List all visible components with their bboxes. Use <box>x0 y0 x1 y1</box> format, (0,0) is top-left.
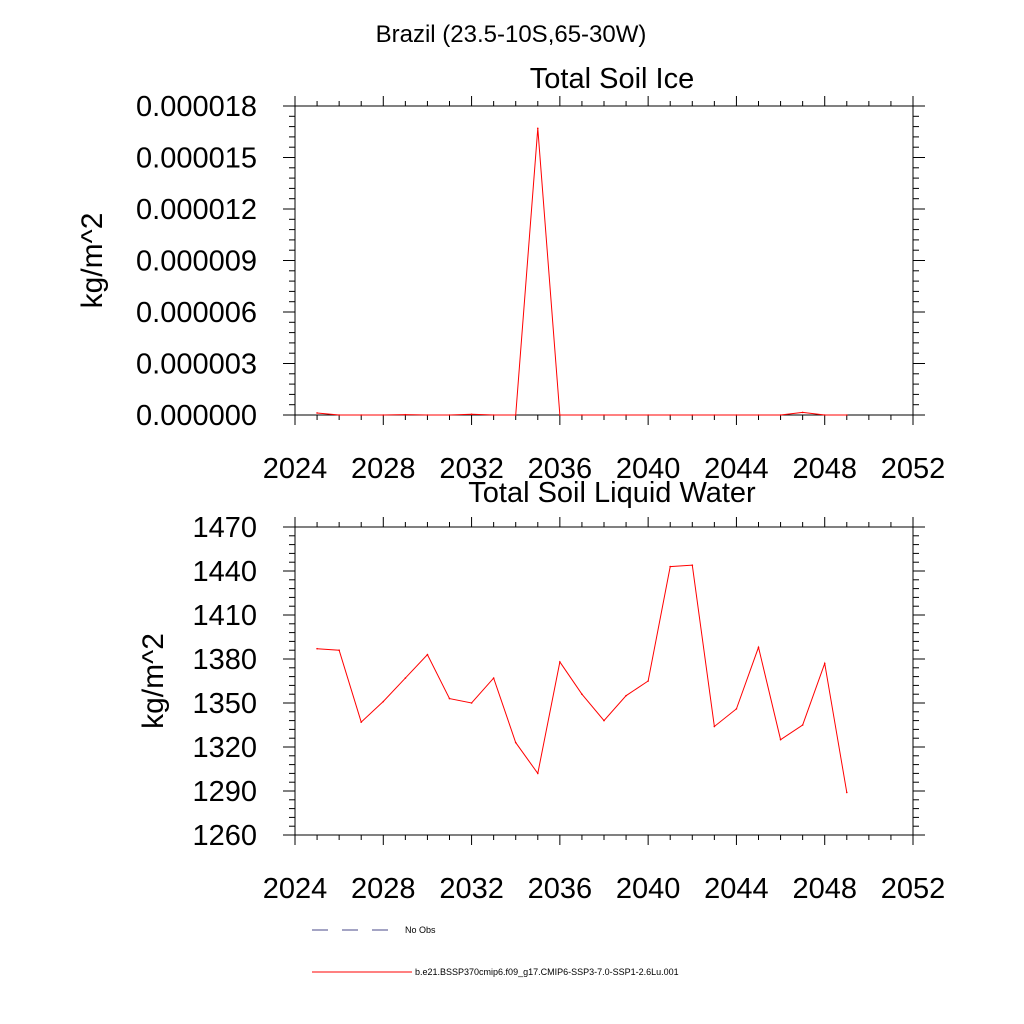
panel-total-soil-ice: Total Soil Ice kg/m^2 2024 2028 2032 2036 2040… <box>76 63 945 485</box>
chart-1-data-point <box>470 702 473 704</box>
chart-1-xtick-label: 2052 <box>881 873 946 905</box>
chart-1-ylabel: kg/m^2 <box>137 633 170 729</box>
chart-1-data-point <box>823 662 826 665</box>
chart-0-xtick-label: 2032 <box>439 453 504 485</box>
chart-0-data-point <box>492 414 495 416</box>
chart-1-data-point <box>581 693 583 695</box>
chart-1-data-point <box>757 646 760 649</box>
chart-0-data-point <box>581 414 583 416</box>
chart-0-xtick-label: 2028 <box>351 453 416 485</box>
chart-0-ytick-label: 0.000012 <box>136 194 257 226</box>
chart-1-xtick-label: 2036 <box>528 873 593 905</box>
chart-0-ytick-label: 0.000018 <box>136 91 257 123</box>
chart-0-data-point <box>448 414 451 416</box>
chart-0-ytick-label: 0.000003 <box>136 349 257 381</box>
chart-1-xtick-label: 2048 <box>792 873 857 905</box>
chart-1-data-point <box>514 741 517 744</box>
chart-1-data-point <box>845 791 848 794</box>
chart-0-data-point <box>625 414 627 416</box>
chart-1-xtick-label: 2024 <box>263 873 328 905</box>
chart-0-data-point <box>404 413 407 416</box>
chart-1-data-point <box>559 661 561 663</box>
chart-1-ytick-label: 1350 <box>192 688 257 720</box>
chart-0-data-point <box>316 412 318 414</box>
chart-1-data-point <box>801 724 804 726</box>
chart-0-xtick-label: 2024 <box>263 453 328 485</box>
chart-0-data-point <box>713 414 716 416</box>
chart-1-data-point <box>536 772 539 775</box>
chart-1-data-point <box>360 721 363 723</box>
chart-0-xtick-label: 2048 <box>792 453 857 485</box>
chart-1-data-point <box>779 738 782 741</box>
panel-total-soil-liquid-water: Total Soil Liquid Water kg/m^2 2024 2028 203… <box>137 477 945 905</box>
figure-suptitle: Brazil (23.5-10S,65-30W) <box>376 21 647 48</box>
chart-0-data-point <box>691 414 694 416</box>
chart-1-data-point <box>492 677 495 679</box>
chart-0-xtick-label: 2040 <box>616 453 681 485</box>
chart-0-data-point <box>360 414 363 416</box>
chart-0-data-point <box>779 414 782 416</box>
chart-0-ytick-label: 0.000009 <box>136 246 257 278</box>
chart-0-data-point <box>647 414 649 416</box>
chart-1-data-point <box>448 697 451 700</box>
chart-1-data-point <box>735 708 738 710</box>
legend-label-no-obs: No Obs <box>405 925 436 935</box>
chart-1-data-point <box>426 653 429 656</box>
chart-0-data-point <box>536 127 539 130</box>
chart-0-data-point <box>735 414 738 416</box>
chart-0-title: Total Soil Ice <box>530 63 694 95</box>
chart-1-plot-frame <box>294 526 914 836</box>
chart-0-data-point <box>382 414 385 416</box>
chart-0-data-point <box>757 414 760 416</box>
chart-0-data-point <box>470 413 473 416</box>
chart-1-xtick-label: 2028 <box>351 873 416 905</box>
chart-1-data-point <box>603 719 605 722</box>
chart-1-data-point <box>316 647 318 650</box>
chart-0-data-point <box>426 414 429 416</box>
chart-0-data-point <box>801 411 804 414</box>
chart-1-data-point <box>691 564 694 566</box>
chart-0-ytick-label: 0.000000 <box>136 400 257 432</box>
chart-1-ytick-label: 1380 <box>192 644 257 676</box>
legend-label-model-run: b.e21.BSSP370cmip6.f09_g17.CMIP6-SSP3-7.… <box>415 967 679 977</box>
chart-0-data-point <box>845 414 848 416</box>
chart-0-ytick-label: 0.000015 <box>136 143 257 175</box>
chart-0-ytick-label: 0.000006 <box>136 297 257 329</box>
chart-0-data-point <box>823 414 826 416</box>
chart-0-data-point <box>603 414 605 416</box>
legend: No Obs b.e21.BSSP370cmip6.f09_g17.CMIP6-… <box>312 925 679 977</box>
chart-1-data-point <box>713 725 716 728</box>
chart-1-ytick-label: 1260 <box>192 820 257 852</box>
chart-0-data-point <box>338 414 340 416</box>
chart-1-data-point <box>647 680 649 682</box>
chart-1-ytick-label: 1470 <box>192 512 257 544</box>
chart-1-data-point <box>404 677 407 679</box>
chart-0-xtick-label: 2036 <box>528 453 593 485</box>
chart-1-ytick-label: 1410 <box>192 600 257 632</box>
chart-0-data-point <box>669 414 672 416</box>
chart-1-title: Total Soil Liquid Water <box>468 477 756 509</box>
chart-1-ytick-label: 1290 <box>192 776 257 808</box>
chart-0-xtick-label: 2044 <box>704 453 769 485</box>
chart-1-ytick-label: 1320 <box>192 732 257 764</box>
chart-0-series-line <box>317 128 847 416</box>
chart-0-data-point <box>559 414 561 416</box>
chart-1-ytick-label: 1440 <box>192 556 257 588</box>
chart-0-xtick-label: 2052 <box>881 453 946 485</box>
chart-0-ylabel: kg/m^2 <box>76 213 109 309</box>
chart-1-xtick-label: 2032 <box>439 873 504 905</box>
chart-1-xtick-label: 2040 <box>616 873 681 905</box>
chart-1-data-point <box>625 694 627 697</box>
chart-0-plot-frame <box>294 105 914 416</box>
chart-1-xtick-label: 2044 <box>704 873 769 905</box>
chart-1-data-point <box>669 565 672 568</box>
chart-1-data-point <box>382 700 385 703</box>
chart-0-data-point <box>514 414 517 416</box>
chart-1-series-line <box>317 564 848 793</box>
chart-1-data-point <box>338 649 340 651</box>
